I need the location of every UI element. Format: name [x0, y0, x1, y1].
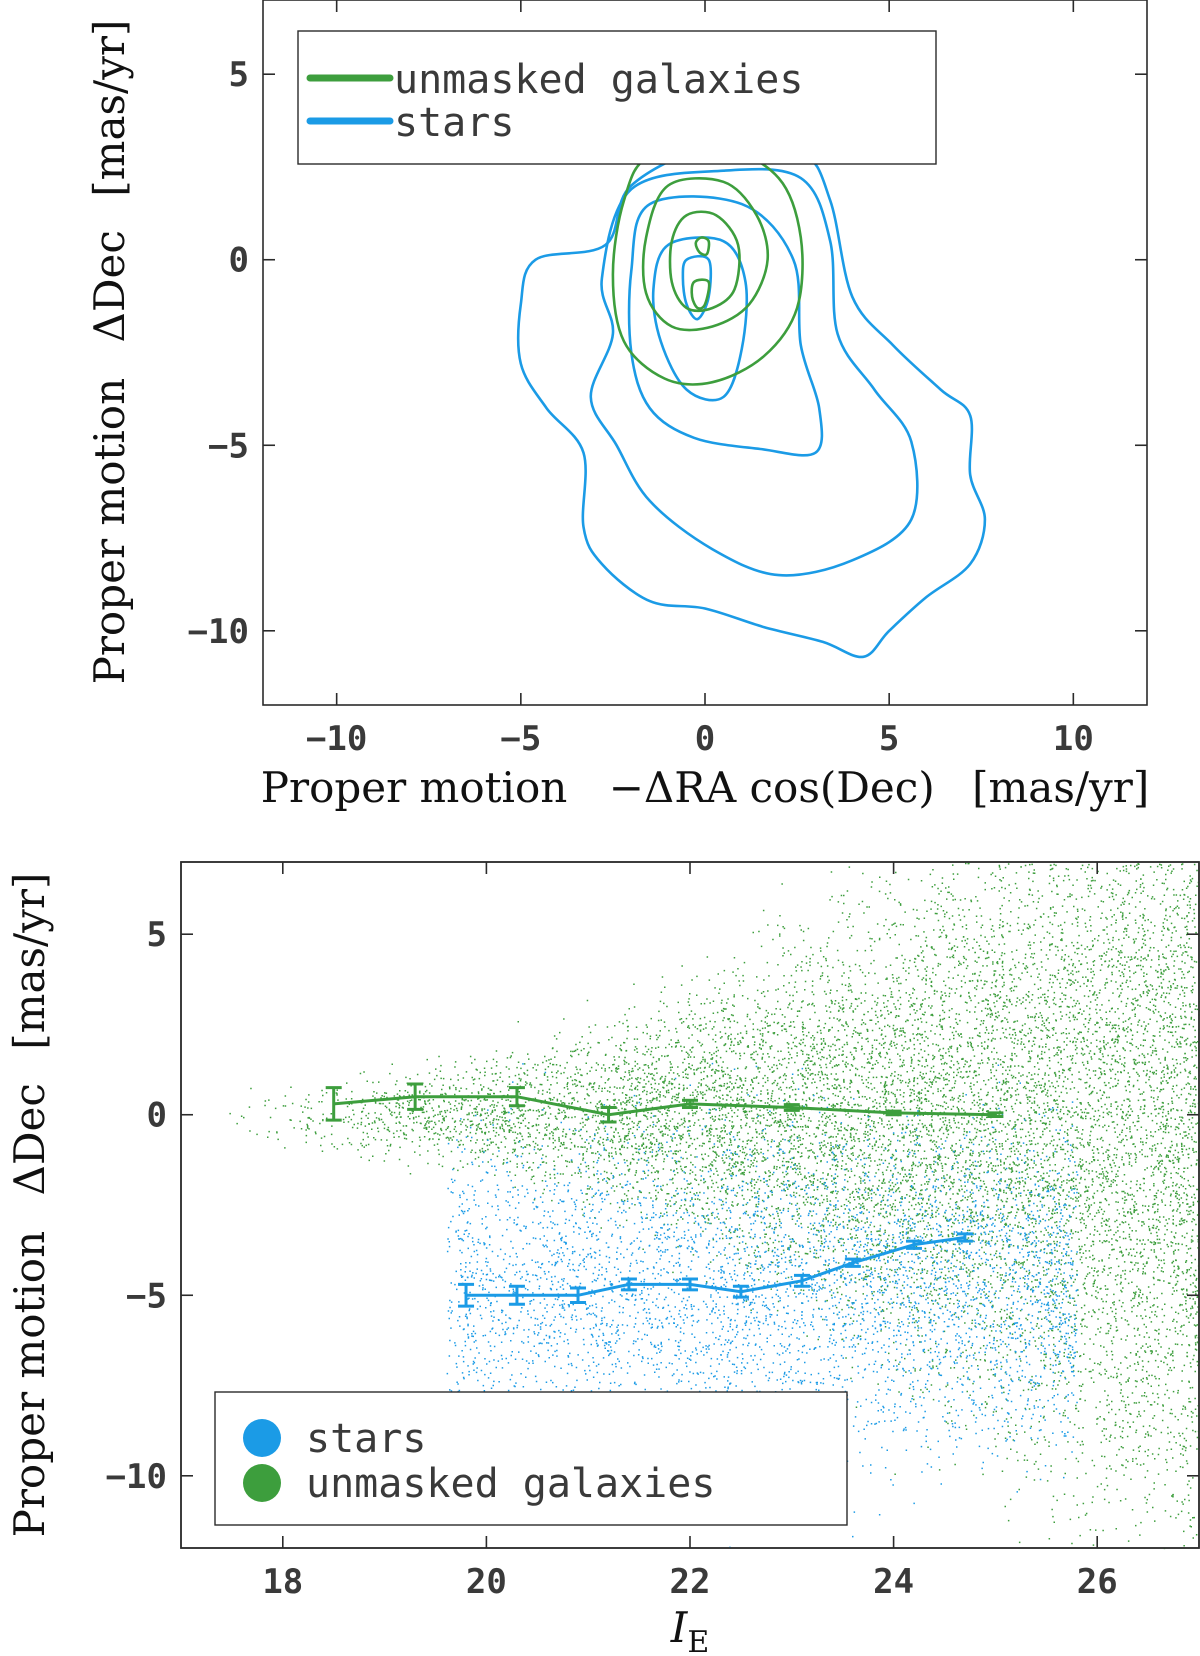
contour-galaxies — [668, 210, 741, 313]
bottom-y-ticks: −10 −5 0 5 — [106, 915, 1199, 1497]
legend-label-galaxies-bottom: unmasked galaxies — [306, 1461, 715, 1507]
x-tick-label: 10 — [1053, 719, 1094, 759]
scatter-points-stars — [446, 1062, 1079, 1549]
y-tick-label: 0 — [229, 241, 249, 281]
binned-line-galaxies — [333, 1095, 996, 1117]
error-bar-galaxies — [987, 1111, 1004, 1119]
error-bar-galaxies — [682, 1098, 698, 1110]
scatter-points — [229, 862, 1200, 1550]
legend-label-stars: stars — [394, 100, 514, 146]
bottom-x-ticks: 18 20 22 24 26 — [262, 862, 1118, 1602]
y-tick-label: −10 — [106, 1457, 167, 1497]
x-tick-label: 18 — [262, 1562, 303, 1602]
legend-swatch-galaxies-dot — [243, 1464, 281, 1502]
contour-galaxies — [611, 145, 804, 386]
binned-line-stars — [466, 1236, 966, 1297]
x-tick-label: 24 — [873, 1562, 914, 1602]
scatter-plot-panel: 18 20 22 24 26 −10 −5 0 5 stars unmasked galaxi… — [5, 861, 1200, 1656]
bottom-x-axis-label: IE — [670, 1603, 710, 1656]
contour-stars — [627, 195, 824, 457]
legend-swatch-stars-dot — [243, 1419, 281, 1457]
binned-median-lines — [325, 1082, 1004, 1308]
top-y-axis-label: Proper motion ΔDec [mas/yr] — [85, 20, 134, 685]
error-bar-stars — [905, 1239, 922, 1250]
contour-galaxies — [694, 236, 711, 257]
x-tick-label: 0 — [695, 719, 715, 759]
y-tick-label: −5 — [126, 1276, 167, 1316]
x-tick-label: 20 — [466, 1562, 507, 1602]
error-bar-galaxies — [325, 1086, 342, 1122]
top-y-ticks: −10 −5 0 5 — [188, 55, 1147, 652]
contour-plot-panel: −10 −5 0 5 10 −10 −5 0 5 unmasked galaxies star… — [85, 0, 1149, 812]
error-bar-stars — [682, 1277, 698, 1292]
error-bar-galaxies — [407, 1082, 424, 1111]
error-bar-galaxies — [783, 1103, 800, 1112]
bottom-legend: stars unmasked galaxies — [214, 1391, 848, 1526]
contour-stars — [681, 254, 713, 321]
y-tick-label: 5 — [229, 55, 249, 95]
y-tick-label: −5 — [208, 426, 249, 466]
x-tick-label: 22 — [670, 1562, 711, 1602]
error-bar-galaxies — [885, 1109, 902, 1117]
top-legend: unmasked galaxies stars — [297, 30, 937, 165]
top-x-ticks: −10 −5 0 5 10 — [306, 0, 1094, 759]
error-bar-stars — [793, 1273, 810, 1288]
error-bar-stars — [844, 1257, 861, 1268]
top-legend-box — [297, 30, 937, 165]
error-bar-stars — [458, 1282, 475, 1308]
top-x-axis-label: Proper motion −ΔRA cos(Dec) [mas/yr] — [261, 763, 1149, 812]
bottom-legend-box — [214, 1391, 848, 1526]
x-tick-label: 5 — [879, 719, 899, 759]
contour-galaxies — [641, 177, 770, 332]
error-bar-stars — [508, 1284, 525, 1306]
contour-lines — [516, 140, 987, 659]
contour-stars — [651, 236, 749, 402]
error-bar-galaxies — [600, 1106, 617, 1124]
scatter-points-galaxies — [229, 862, 1200, 1550]
y-tick-label: −10 — [188, 612, 249, 652]
x-tick-label: −5 — [500, 719, 541, 759]
x-tick-label: 26 — [1077, 1562, 1118, 1602]
error-bar-stars — [732, 1284, 749, 1299]
error-bar-stars — [620, 1277, 637, 1292]
y-tick-label: 0 — [147, 1096, 167, 1136]
legend-label-galaxies: unmasked galaxies — [394, 57, 803, 103]
contour-stars — [589, 167, 919, 577]
bottom-y-axis-label: Proper motion ΔDec [mas/yr] — [5, 873, 54, 1538]
legend-label-stars-bottom: stars — [306, 1416, 426, 1462]
error-bar-stars — [570, 1286, 587, 1304]
x-tick-label: −10 — [306, 719, 367, 759]
contour-galaxies — [690, 278, 711, 310]
error-bar-galaxies — [508, 1086, 525, 1108]
y-tick-label: 5 — [147, 915, 167, 955]
error-bar-stars — [956, 1232, 973, 1243]
